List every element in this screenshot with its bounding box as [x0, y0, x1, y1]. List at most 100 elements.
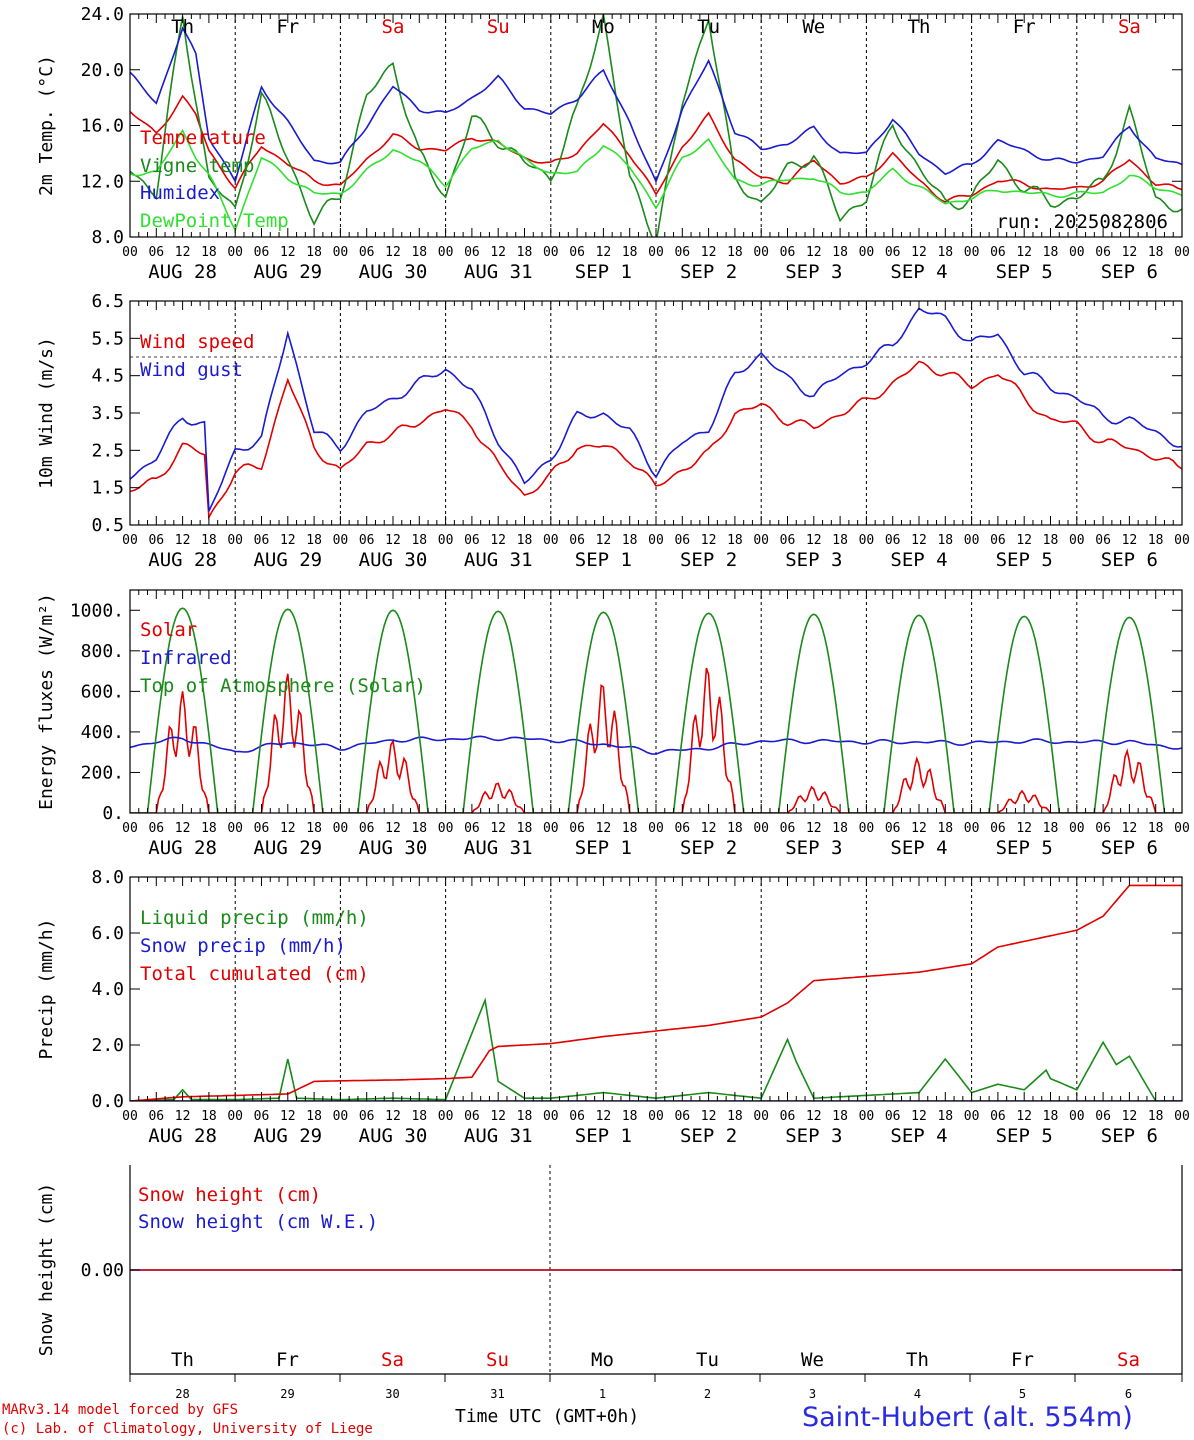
weekday-label: We [802, 16, 825, 38]
x-hour-label: 12 [385, 533, 401, 548]
legend-entry: Total cumulated (cm) [140, 963, 369, 985]
x-hour-label: 06 [674, 533, 690, 548]
x-hour-label: 12 [1016, 821, 1032, 836]
weekday-label: Th [906, 1349, 929, 1371]
x-hour-label: 06 [990, 1109, 1006, 1124]
x-date-label: AUG 30 [359, 1125, 428, 1147]
y-tick-label: 800. [81, 641, 124, 662]
y-tick-label: 0.00 [81, 1260, 124, 1281]
x-hour-label: 12 [701, 245, 717, 260]
x-hour-label: 18 [517, 245, 533, 260]
x-hour-label: 12 [175, 245, 191, 260]
x-hour-label: 00 [753, 821, 769, 836]
x-hour-label: 00 [543, 1109, 559, 1124]
x-hour-label: 06 [464, 821, 480, 836]
day-number-label: 29 [280, 1387, 294, 1400]
y-tick-label: 6.5 [91, 291, 124, 312]
x-hour-label: 12 [280, 533, 296, 548]
day-number-label: 28 [175, 1387, 189, 1400]
x-hour-label: 06 [990, 533, 1006, 548]
x-date-label: SEP 1 [575, 549, 632, 571]
y-tick-label: 1000. [70, 600, 124, 621]
x-hour-label: 12 [175, 821, 191, 836]
y-tick-label: 0.0 [91, 1091, 124, 1112]
x-date-label: SEP 4 [890, 549, 947, 571]
y-axis-label: 2m Temp. (°C) [36, 55, 57, 196]
x-hour-label: 06 [148, 533, 164, 548]
x-hour-label: 00 [227, 245, 243, 260]
x-hour-label: 00 [648, 1109, 664, 1124]
y-tick-label: 0. [102, 803, 124, 824]
x-date-label: AUG 29 [253, 549, 322, 571]
x-hour-label: 12 [911, 1109, 927, 1124]
x-hour-label: 18 [1043, 533, 1059, 548]
x-hour-label: 06 [990, 821, 1006, 836]
x-hour-label: 12 [911, 533, 927, 548]
x-hour-label: 12 [596, 821, 612, 836]
x-hour-label: 12 [1122, 533, 1138, 548]
x-hour-label: 06 [1095, 821, 1111, 836]
x-hour-label: 06 [254, 1109, 270, 1124]
x-hour-label: 00 [122, 533, 138, 548]
x-hour-label: 06 [780, 245, 796, 260]
weekday-label: Fr [276, 1349, 299, 1371]
x-hour-label: 18 [517, 1109, 533, 1124]
x-hour-label: 12 [701, 533, 717, 548]
x-hour-label: 00 [1174, 533, 1190, 548]
x-hour-label: 00 [1069, 821, 1085, 836]
x-hour-label: 18 [622, 245, 638, 260]
x-hour-label: 12 [701, 821, 717, 836]
series-line-dewpoint-temp [130, 128, 1182, 233]
x-hour-label: 06 [569, 245, 585, 260]
x-hour-label: 12 [911, 821, 927, 836]
x-hour-label: 00 [438, 245, 454, 260]
x-hour-label: 18 [832, 1109, 848, 1124]
x-hour-label: 06 [148, 821, 164, 836]
x-hour-label: 18 [411, 1109, 427, 1124]
x-date-label: SEP 6 [1101, 549, 1158, 571]
y-tick-label: 1.5 [91, 478, 124, 499]
x-hour-label: 06 [148, 1109, 164, 1124]
x-hour-label: 00 [648, 821, 664, 836]
weekday-label: Sa [1117, 1349, 1140, 1371]
day-number-label: 4 [914, 1387, 921, 1400]
x-hour-label: 12 [1122, 1109, 1138, 1124]
x-hour-label: 00 [122, 821, 138, 836]
series-line-humidex [130, 26, 1182, 184]
x-hour-label: 00 [1069, 1109, 1085, 1124]
legend-entry: Snow height (cm) [138, 1184, 321, 1206]
x-hour-label: 18 [517, 533, 533, 548]
weekday-label: Fr [1013, 16, 1036, 38]
x-hour-label: 06 [569, 533, 585, 548]
x-hour-label: 00 [1069, 533, 1085, 548]
x-hour-label: 18 [937, 821, 953, 836]
weekday-label: Th [171, 16, 194, 38]
x-date-label: SEP 5 [996, 261, 1053, 283]
x-hour-label: 06 [254, 821, 270, 836]
x-hour-label: 00 [753, 533, 769, 548]
x-date-label: AUG 30 [359, 261, 428, 283]
x-hour-label: 06 [359, 1109, 375, 1124]
series-line-vigne-temp [130, 14, 1182, 237]
series-line-wind-speed [130, 360, 1182, 520]
x-hour-label: 00 [333, 245, 349, 260]
x-hour-label: 00 [333, 1109, 349, 1124]
x-hour-label: 00 [964, 533, 980, 548]
x-hour-label: 00 [1174, 245, 1190, 260]
x-hour-label: 00 [964, 821, 980, 836]
x-axis-title: Time UTC (GMT+0h) [455, 1406, 640, 1427]
x-hour-label: 12 [911, 245, 927, 260]
x-hour-label: 12 [385, 821, 401, 836]
x-hour-label: 06 [464, 1109, 480, 1124]
x-hour-label: 12 [596, 1109, 612, 1124]
x-hour-label: 06 [1095, 1109, 1111, 1124]
x-hour-label: 06 [674, 1109, 690, 1124]
x-date-label: SEP 2 [680, 549, 737, 571]
x-hour-label: 12 [806, 1109, 822, 1124]
x-hour-label: 12 [385, 1109, 401, 1124]
x-hour-label: 18 [622, 821, 638, 836]
x-hour-label: 18 [937, 245, 953, 260]
meteogram: 8.012.016.020.024.02m Temp. (°C) Temperat… [36, 4, 1190, 1400]
weekday-label: Su [487, 16, 510, 38]
x-hour-label: 06 [359, 245, 375, 260]
